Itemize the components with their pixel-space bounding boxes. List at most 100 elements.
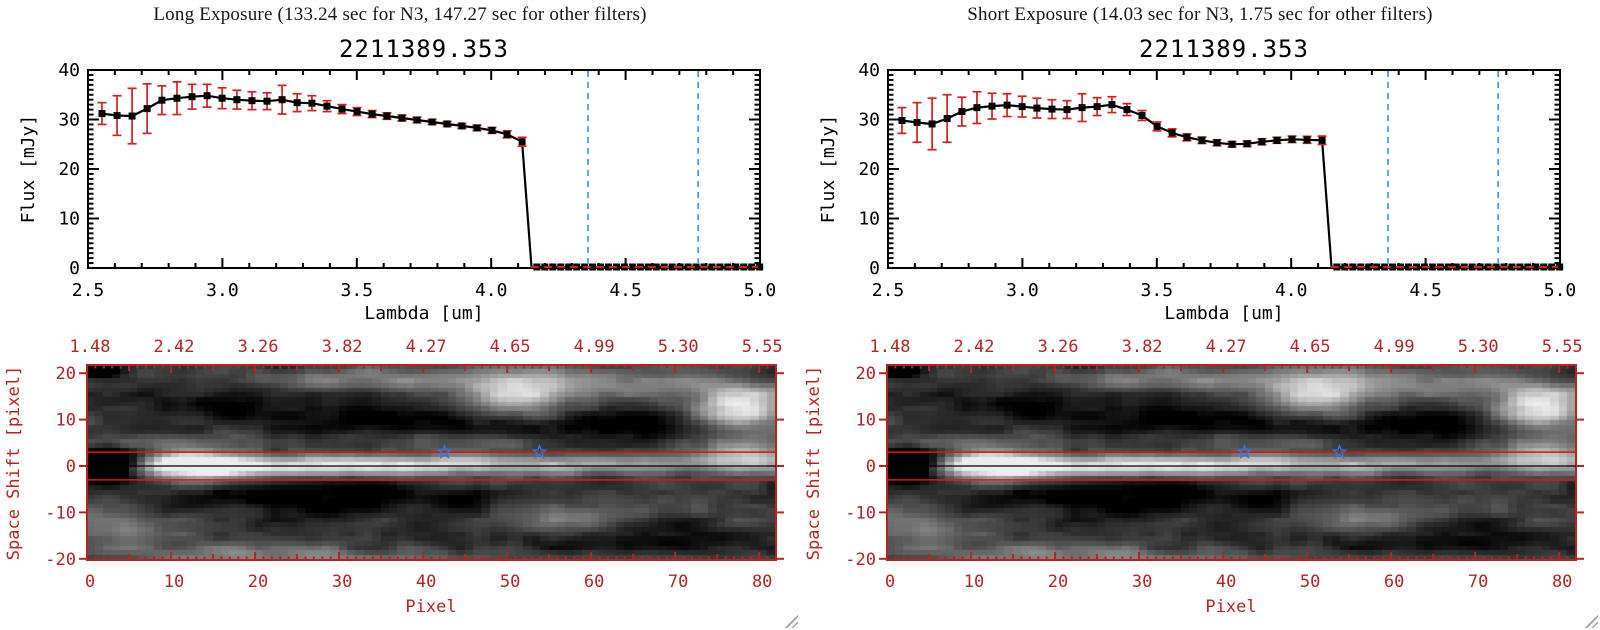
y-axis-label: Flux [mJy] xyxy=(18,115,39,223)
pixel-tick-label: 50 xyxy=(1300,572,1320,592)
pixel-tick-label: 80 xyxy=(752,572,772,592)
image-axes xyxy=(79,364,784,561)
spectrum-axes xyxy=(87,69,761,269)
y-tick-label: 0 xyxy=(869,258,880,279)
pixel-tick-label: 50 xyxy=(500,572,520,592)
x-tick-label: 4.0 xyxy=(475,280,508,301)
spectrum-point-markers xyxy=(98,92,526,146)
wavelength-label: 4.99 xyxy=(574,337,615,357)
wavelength-labels: 1.48 2.42 3.26 3.82 4.27 4.65 4.99 5.30 5.55 xyxy=(70,337,783,357)
shift-tick-label: 10 xyxy=(56,411,76,431)
wavelength-label: 1.48 xyxy=(870,337,911,357)
x-tick-label: 2.5 xyxy=(872,280,905,301)
shift-tick-label: 10 xyxy=(856,411,876,431)
pixel-tick-label: 10 xyxy=(164,572,184,592)
window-header: Long Exposure (133.24 sec for N3, 147.27… xyxy=(153,4,647,25)
pixel-tick-label: 20 xyxy=(1048,572,1068,592)
shift-tick-label: 20 xyxy=(56,364,76,384)
star-marker xyxy=(531,443,548,459)
y-tick-label: 40 xyxy=(858,60,880,81)
wavelength-label: 3.26 xyxy=(1038,337,1079,357)
image-y-label: Space Shift [pixel] xyxy=(804,366,824,560)
y-tick-label: 20 xyxy=(858,159,880,180)
pixel-tick-label: 40 xyxy=(416,572,436,592)
star-marker xyxy=(1236,443,1253,459)
y-tick-label: 10 xyxy=(858,209,880,230)
image-border xyxy=(86,364,777,561)
y-tick-label: 10 xyxy=(58,209,80,230)
spectrum-point-markers xyxy=(898,101,1326,148)
wavelength-label: 1.48 xyxy=(70,337,111,357)
shift-tick-label: 0 xyxy=(866,457,876,477)
spectral-2d-image xyxy=(887,365,1576,560)
wavelength-label: 5.30 xyxy=(658,337,699,357)
x-tick-label: 3.0 xyxy=(206,280,239,301)
wavelength-label: 5.55 xyxy=(1542,337,1583,357)
pixel-tick-label: 40 xyxy=(1216,572,1236,592)
x-tick-label: 4.0 xyxy=(1275,280,1308,301)
image-axes xyxy=(879,364,1584,561)
shift-tick-label: -10 xyxy=(45,503,76,523)
pixel-tick-label: 60 xyxy=(584,572,604,592)
pixel-tick-label: 0 xyxy=(85,572,95,592)
y-tick-label: 20 xyxy=(58,159,80,180)
wavelength-label: 4.27 xyxy=(406,337,447,357)
plot-overlay: 2211389.353 Flux [mJy] Lambda [um] Space… xyxy=(4,35,784,617)
pixel-tick-label: 80 xyxy=(1552,572,1572,592)
wavelength-label: 3.26 xyxy=(238,337,279,357)
image-x-label: Pixel xyxy=(405,597,456,617)
pixel-tick-label: 60 xyxy=(1384,572,1404,592)
wavelength-labels: 1.48 2.42 3.26 3.82 4.27 4.65 4.99 5.30 5.55 xyxy=(870,337,1583,357)
plot-title: 2211389.353 xyxy=(339,35,509,63)
wavelength-label: 2.42 xyxy=(954,337,995,357)
y-axis-label: Flux [mJy] xyxy=(818,115,839,223)
wavelength-label: 4.99 xyxy=(1374,337,1415,357)
wavelength-label: 3.82 xyxy=(1122,337,1163,357)
window-header: Short Exposure (14.03 sec for N3, 1.75 s… xyxy=(967,4,1433,25)
spectrum-tick-labels: 2.5 3.0 3.5 4.0 4.5 5.0 0 10 20 30 40 xyxy=(58,60,776,301)
star-marker xyxy=(436,443,453,459)
star-markers xyxy=(1236,443,1348,459)
wavelength-label: 4.65 xyxy=(490,337,531,357)
window-long-exposure: Long Exposure (133.24 sec for N3, 147.27… xyxy=(4,4,798,628)
dashed-blue-vlines xyxy=(587,71,700,267)
star-marker xyxy=(1331,443,1348,459)
x-tick-label: 4.5 xyxy=(1409,280,1442,301)
spectrum-tick-labels: 2.5 3.0 3.5 4.0 4.5 5.0 0 10 20 30 40 xyxy=(858,60,1576,301)
shift-tick-label: -20 xyxy=(45,550,76,570)
dashed-blue-vlines xyxy=(1387,71,1500,267)
x-tick-label: 4.5 xyxy=(609,280,642,301)
spectrum-error-bars xyxy=(97,81,527,148)
aperture-lines xyxy=(87,451,776,481)
wavelength-label: 4.65 xyxy=(1290,337,1331,357)
x-tick-label: 2.5 xyxy=(72,280,105,301)
shift-tick-label: -10 xyxy=(845,503,876,523)
shift-tick-label: -20 xyxy=(845,550,876,570)
plot-title: 2211389.353 xyxy=(1139,35,1309,63)
y-tick-label: 40 xyxy=(58,60,80,81)
x-tick-label: 3.5 xyxy=(341,280,374,301)
x-tick-label: 3.0 xyxy=(1006,280,1039,301)
wavelength-label: 2.42 xyxy=(154,337,195,357)
wavelength-label: 3.82 xyxy=(322,337,363,357)
x-tick-label: 3.5 xyxy=(1141,280,1174,301)
pixel-tick-labels: 0 10 20 30 40 50 60 70 80 xyxy=(885,572,1573,592)
pixel-tick-label: 30 xyxy=(1132,572,1152,592)
pixel-tick-label: 0 xyxy=(885,572,895,592)
spectrum-data-series xyxy=(901,103,1558,269)
shift-tick-label: 20 xyxy=(856,364,876,384)
spectrum-line xyxy=(901,103,1558,269)
image-x-label: Pixel xyxy=(1205,597,1256,617)
pixel-tick-label: 20 xyxy=(248,572,268,592)
y-tick-label: 0 xyxy=(69,258,80,279)
wavelength-label: 4.27 xyxy=(1206,337,1247,357)
y-tick-label: 30 xyxy=(58,110,80,131)
pixel-tick-label: 30 xyxy=(332,572,352,592)
x-tick-label: 5.0 xyxy=(744,280,777,301)
pixel-tick-label: 70 xyxy=(668,572,688,592)
spectral-2d-image xyxy=(87,365,776,560)
wavelength-label: 5.55 xyxy=(742,337,783,357)
shift-tick-label: 0 xyxy=(66,457,76,477)
pixel-tick-labels: 0 10 20 30 40 50 60 70 80 xyxy=(85,572,773,592)
